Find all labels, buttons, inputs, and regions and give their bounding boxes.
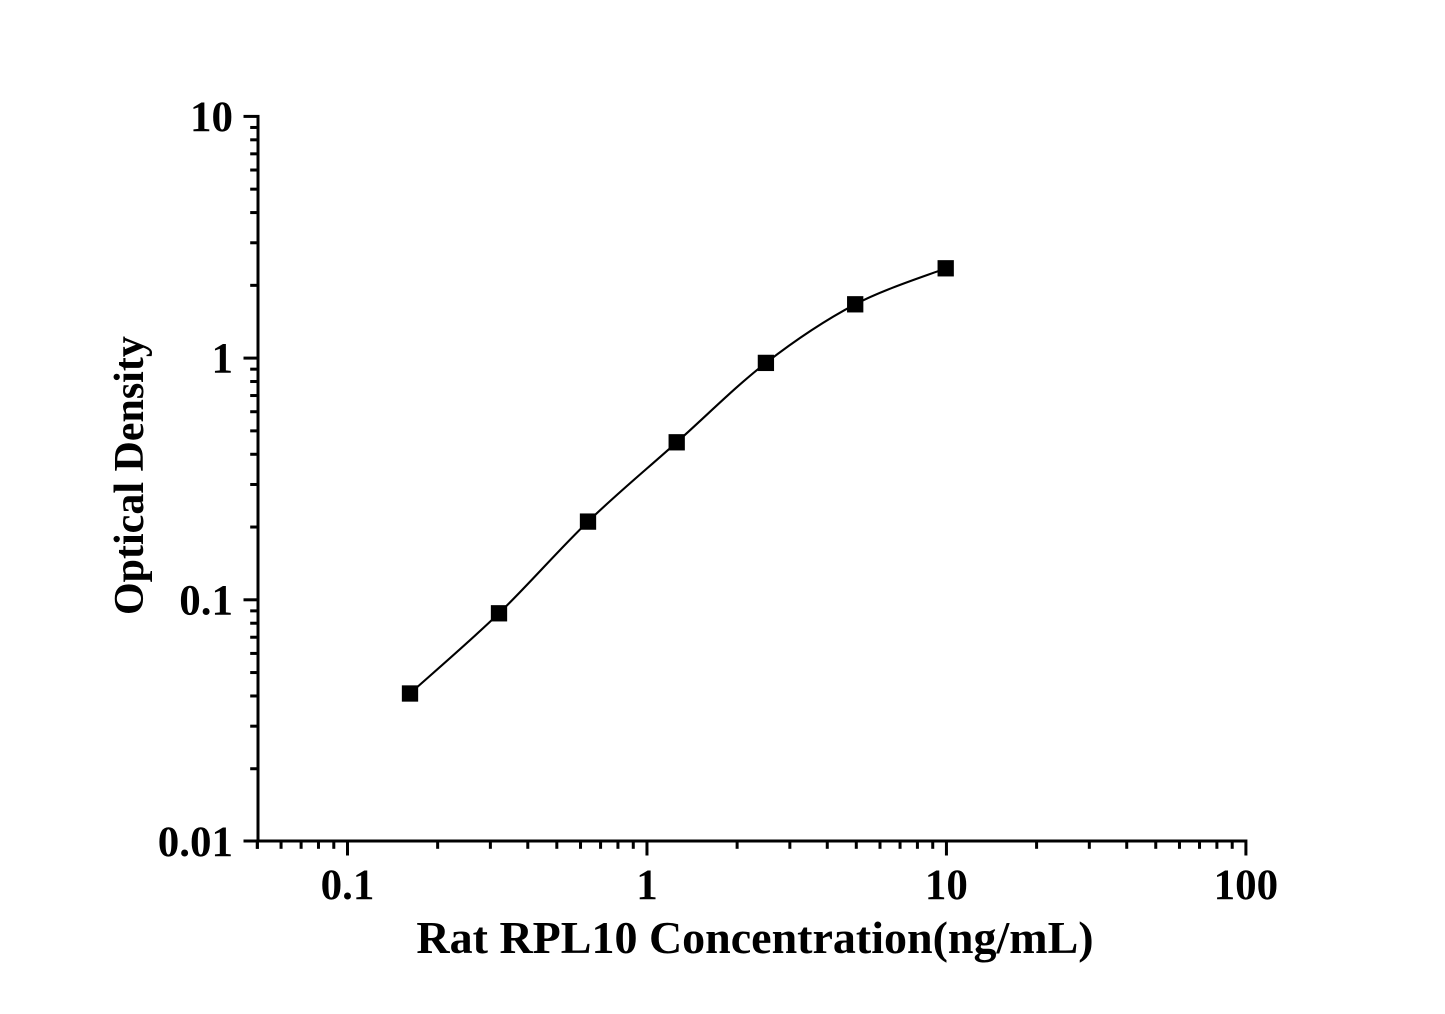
svg-text:0.01: 0.01 [158,819,233,866]
svg-text:10: 10 [190,94,233,141]
svg-text:1: 1 [636,862,658,909]
svg-text:0.1: 0.1 [179,577,233,624]
svg-text:Optical Density: Optical Density [107,336,153,615]
svg-text:Rat RPL10 Concentration(ng/mL): Rat RPL10 Concentration(ng/mL) [416,912,1093,963]
svg-text:1: 1 [212,336,234,383]
svg-text:100: 100 [1214,862,1279,909]
svg-text:10: 10 [925,862,968,909]
svg-text:0.1: 0.1 [321,862,375,909]
